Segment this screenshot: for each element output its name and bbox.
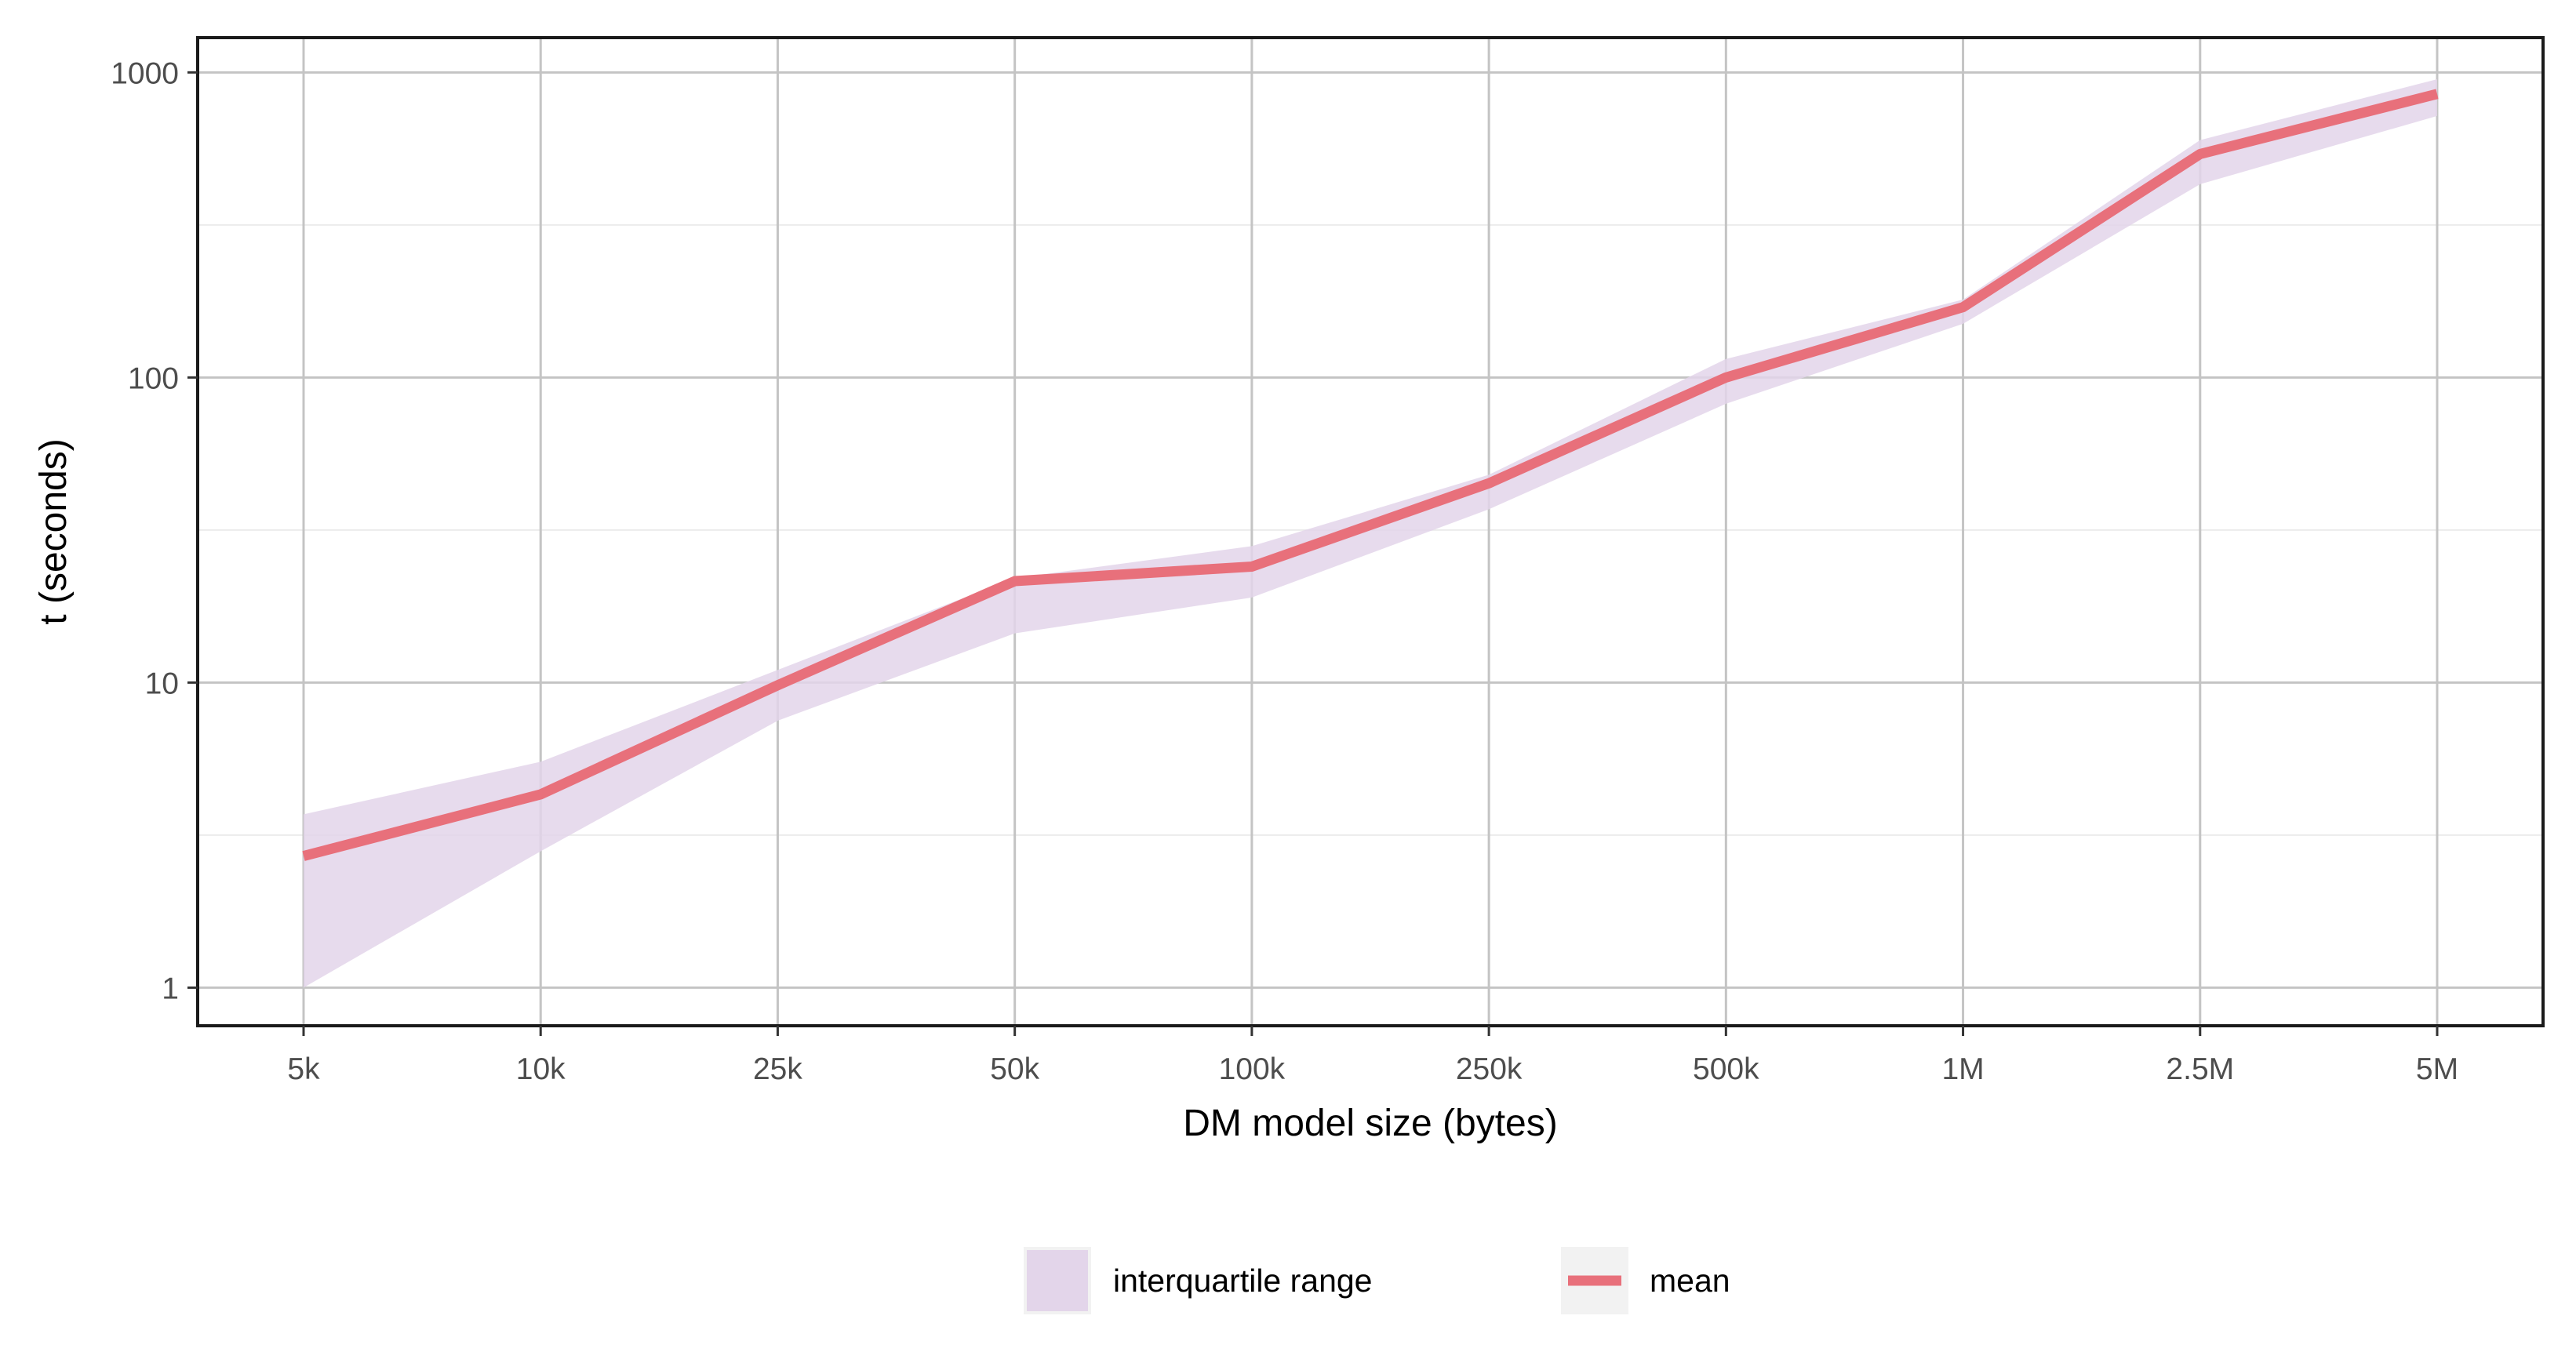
y-axis: 1 10 100 1000 — [111, 56, 198, 1005]
y-tick-label: 1 — [162, 972, 179, 1005]
x-tick-label: 500k — [1693, 1052, 1759, 1086]
x-tick-label: 50k — [990, 1052, 1039, 1086]
plot-panel-border — [196, 36, 2545, 1027]
y-tick-label: 100 — [128, 362, 179, 395]
x-tick-label: 5M — [2416, 1052, 2458, 1086]
mean-point — [1247, 562, 1257, 571]
x-tick-label: 5k — [287, 1052, 320, 1086]
y-axis-title: t (seconds) — [33, 438, 75, 624]
x-tick-label: 100k — [1219, 1052, 1286, 1086]
legend-band-swatch — [1027, 1250, 1088, 1311]
x-tick-label: 25k — [753, 1052, 802, 1086]
mean-line — [302, 89, 2439, 861]
interquartile-range-band — [304, 78, 2437, 988]
mean-point — [1959, 303, 1968, 312]
y-tick-label: 10 — [145, 667, 179, 700]
mean-point — [1484, 478, 1494, 488]
mean-line-layer — [299, 89, 2442, 861]
mean-point — [536, 790, 545, 799]
y-tick-label: 1000 — [111, 56, 179, 90]
legend-band-label: interquartile range — [1113, 1263, 1372, 1299]
mean-point — [1010, 576, 1020, 586]
mean-point — [2196, 149, 2205, 158]
mean-point — [1721, 373, 1730, 382]
mean-point — [773, 681, 782, 690]
x-axis: 5k 10k 25k 50k 100k 250k 500k 1M 2.5M 5M — [287, 1026, 2458, 1086]
legend-line-label: mean — [1650, 1263, 1730, 1299]
mean-point — [2432, 89, 2442, 99]
x-axis-title: DM model size (bytes) — [1183, 1103, 1557, 1144]
grid — [198, 38, 2543, 1026]
x-tick-label: 250k — [1456, 1052, 1523, 1086]
x-tick-label: 2.5M — [2166, 1052, 2234, 1086]
legend: interquartile range mean — [1024, 1247, 1730, 1314]
interquartile-band-layer — [304, 78, 2437, 988]
mean-point — [299, 852, 308, 861]
x-tick-label: 10k — [516, 1052, 566, 1086]
x-tick-label: 1M — [1941, 1052, 1984, 1086]
